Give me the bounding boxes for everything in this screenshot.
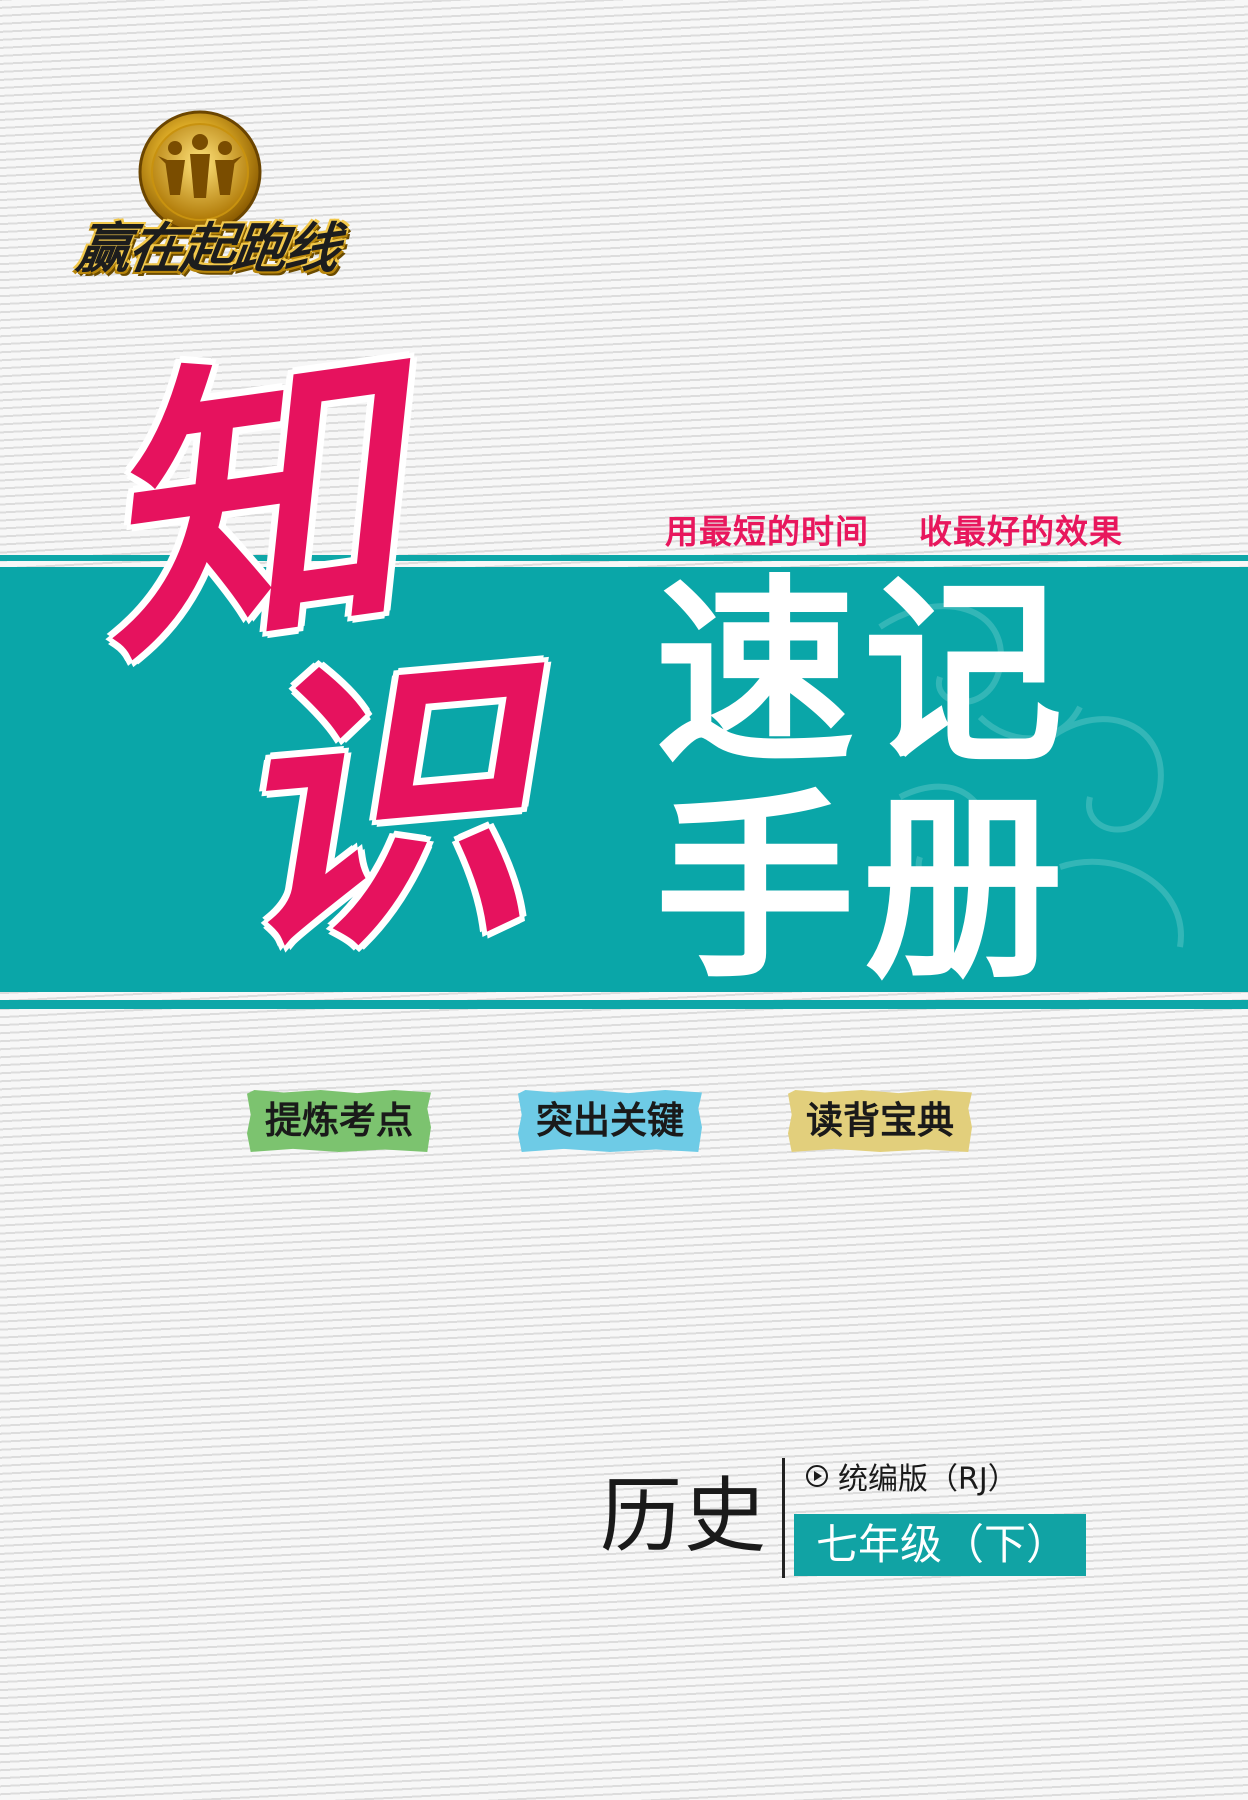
- edition-label: 统编版（RJ）: [838, 1462, 1018, 1497]
- title-line-1: 速记: [655, 558, 1072, 791]
- tag-refine-key-points: 提炼考点: [247, 1090, 431, 1152]
- band-top-line: [0, 555, 1248, 561]
- play-icon: [806, 1465, 828, 1487]
- title-char-zhi: 知: [72, 315, 418, 704]
- swirl-ornament: [878, 603, 1184, 948]
- tag-reading-guide: 读背宝典: [788, 1090, 972, 1152]
- grade-label: 七年级（下）: [794, 1514, 1086, 1576]
- slogan: 用最短的时间 收最好的效果: [665, 512, 1123, 551]
- band-bottom-line: [0, 1000, 1248, 1009]
- tag-highlight-key: 突出关键: [518, 1090, 702, 1152]
- subject-title: 历史: [600, 1469, 769, 1564]
- logo-text: 赢在起跑线: [72, 217, 342, 280]
- title-band: [0, 567, 1248, 992]
- title-line-2: 手册: [655, 773, 1072, 1006]
- subject-divider: [782, 1458, 785, 1578]
- title-char-shi: 识: [210, 622, 540, 997]
- medal-icon: [138, 110, 262, 234]
- edition-row: 统编版（RJ）: [806, 1456, 1018, 1497]
- brand-logo: 赢在起跑线: [70, 110, 342, 280]
